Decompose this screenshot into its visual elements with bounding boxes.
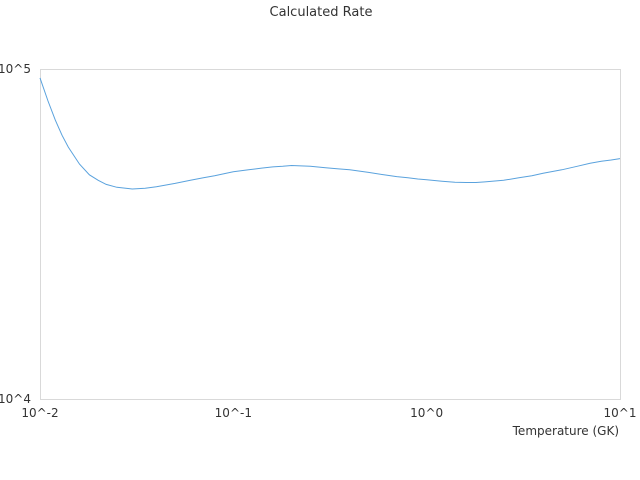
x-tick-label: 10^-2 — [21, 406, 58, 420]
plot-area — [40, 69, 621, 400]
chart-title: Calculated Rate — [270, 5, 373, 20]
y-tick-label: 10^5 — [0, 62, 31, 76]
x-tick-labels: 10^-2 10^-1 10^0 10^1 — [21, 406, 636, 420]
series-layer — [39, 77, 621, 190]
x-tick-label: 10^-1 — [215, 406, 252, 420]
x-tick-label: 10^1 — [604, 406, 637, 420]
series-line — [39, 77, 621, 190]
x-tick-label: 10^0 — [410, 406, 443, 420]
y-tick-labels: 10^4 10^5 — [0, 62, 31, 406]
x-axis-label: Temperature (GK) — [512, 424, 619, 438]
y-tick-label: 10^4 — [0, 392, 31, 406]
